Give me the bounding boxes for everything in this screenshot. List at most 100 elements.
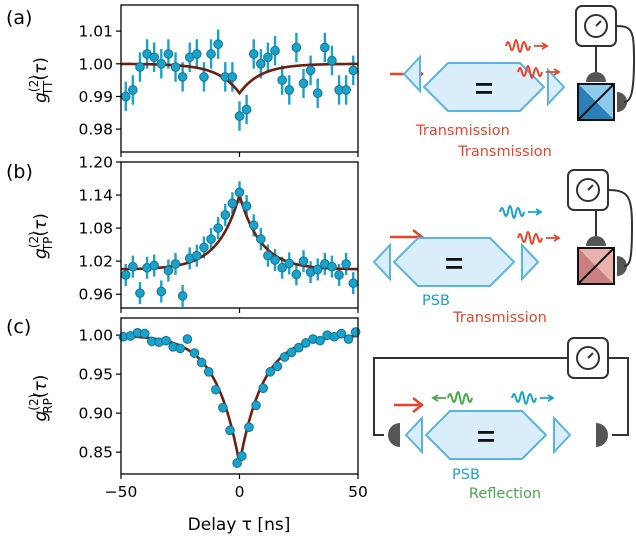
data-point-b — [213, 223, 223, 233]
data-point-a — [284, 85, 295, 95]
plot-panel-b: 0.96 1.02 1.08 1.14 1.20 — [78, 154, 359, 313]
data-point-c — [218, 402, 228, 413]
data-point-b — [348, 278, 359, 289]
data-point-c — [237, 451, 247, 461]
wave-packet-icon-b2 — [517, 231, 543, 245]
data-point-a — [348, 65, 359, 76]
data-point-b — [341, 259, 351, 269]
diagram-b: PSB Transmission — [372, 169, 634, 326]
diagram-c: PSB Reflection — [373, 337, 629, 502]
detector-icon-a-right — [617, 92, 627, 112]
data-point-a — [199, 72, 209, 82]
plot-frame-a — [120, 4, 359, 153]
y-tick-label-a: 0.99 — [78, 88, 113, 106]
y-tick-label-b: 0.96 — [78, 286, 113, 304]
y-axis-label-sub-a: TT — [41, 80, 55, 96]
detector-icon-a-top — [586, 72, 606, 82]
y-tick-label-b: 1.02 — [78, 253, 113, 271]
right-mirror-a — [547, 67, 566, 107]
data-point-b — [170, 259, 181, 269]
panel-label-b: (b) — [6, 161, 33, 183]
data-point-a — [327, 55, 337, 66]
left-mirror-c — [404, 415, 423, 455]
left-mirror-b — [372, 242, 391, 282]
data-point-b — [334, 270, 344, 280]
x-tick-label-c: −50 — [105, 483, 138, 501]
data-point-b — [291, 269, 302, 280]
data-point-b — [263, 250, 273, 261]
detector-icon-c-left — [388, 423, 400, 447]
data-point-b — [277, 262, 287, 273]
y-tick-label-b: 1.14 — [78, 187, 113, 205]
data-point-a — [213, 39, 223, 50]
data-point-b — [156, 286, 167, 297]
cavity-b — [392, 237, 516, 287]
data-point-a — [156, 59, 167, 69]
data-point-c — [161, 335, 171, 346]
plot-frame-c — [120, 317, 359, 475]
emitter-a-top — [476, 83, 492, 86]
data-point-c — [203, 367, 214, 377]
data-point-b — [163, 265, 174, 276]
detector-icon-c-right — [596, 423, 608, 447]
y-tick-label-a: 1.01 — [78, 23, 113, 41]
data-point-c — [315, 335, 325, 346]
left-mirror-a — [402, 54, 421, 94]
data-point-a — [291, 42, 302, 53]
y-axis-label-sub-b: TP — [41, 237, 55, 253]
data-point-b — [284, 258, 295, 269]
data-point-a — [305, 65, 316, 76]
data-point-b — [149, 260, 159, 271]
cavity-c — [424, 410, 548, 460]
data-point-a — [149, 52, 159, 63]
data-point-c — [211, 384, 221, 395]
y-axis-label-b: g(2)TP(τ) — [27, 213, 55, 259]
fit-curve-a — [120, 62, 359, 96]
data-point-a — [170, 62, 181, 72]
data-point-a — [241, 104, 252, 115]
y-tick-label-b: 1.08 — [78, 220, 113, 238]
svg-text:g(2)RP(τ): g(2)RP(τ) — [27, 375, 55, 422]
y-tick-label-c: 0.85 — [78, 444, 113, 462]
diagram-b-label-2: Transmission — [452, 310, 547, 326]
plot-frame-b — [120, 161, 359, 309]
emitter-a-bottom — [476, 91, 492, 94]
data-point-a — [256, 59, 266, 69]
data-point-a — [341, 85, 351, 95]
x-tick-label-c: 50 — [348, 483, 368, 501]
wave-packet-icon-c2 — [511, 391, 537, 405]
diagram-c-label-1: PSB — [452, 467, 480, 483]
data-point-a — [270, 45, 280, 56]
y-tick-label-c: 1.00 — [78, 327, 113, 345]
svg-text:g(2)TT(τ): g(2)TT(τ) — [27, 57, 55, 103]
data-point-b — [327, 261, 337, 272]
data-point-c — [225, 425, 235, 436]
data-point-a — [192, 49, 202, 59]
data-point-c — [196, 357, 207, 368]
wave-packet-icon-a2 — [517, 65, 543, 79]
data-point-b — [220, 210, 231, 220]
data-point-a — [177, 72, 188, 82]
y-tick-label-c: 0.95 — [78, 366, 113, 384]
data-point-c — [293, 342, 304, 353]
stopwatch-icon-b — [576, 178, 600, 202]
data-point-c — [232, 458, 242, 468]
detector-icon-b-top — [586, 236, 606, 246]
y-tick-label-a: 0.98 — [78, 121, 113, 139]
data-point-a — [227, 72, 238, 82]
x-tick-label-c: 0 — [235, 483, 245, 501]
wave-packet-icon-b1 — [499, 205, 525, 219]
data-point-c — [301, 338, 311, 348]
diagram-a-label-1: Transmission — [415, 123, 510, 139]
data-point-c — [251, 400, 261, 411]
y-tick-label-a: 1.00 — [78, 55, 113, 73]
panel-label-c: (c) — [6, 316, 31, 338]
diagram-b-label-1: PSB — [422, 293, 450, 309]
diagram-c-label-2: Reflection — [469, 486, 541, 502]
data-point-b — [120, 270, 131, 280]
y-axis-label-c: g(2)RP(τ) — [27, 375, 55, 422]
data-point-c — [286, 347, 297, 358]
data-point-b — [241, 201, 252, 211]
data-point-c — [189, 348, 200, 358]
